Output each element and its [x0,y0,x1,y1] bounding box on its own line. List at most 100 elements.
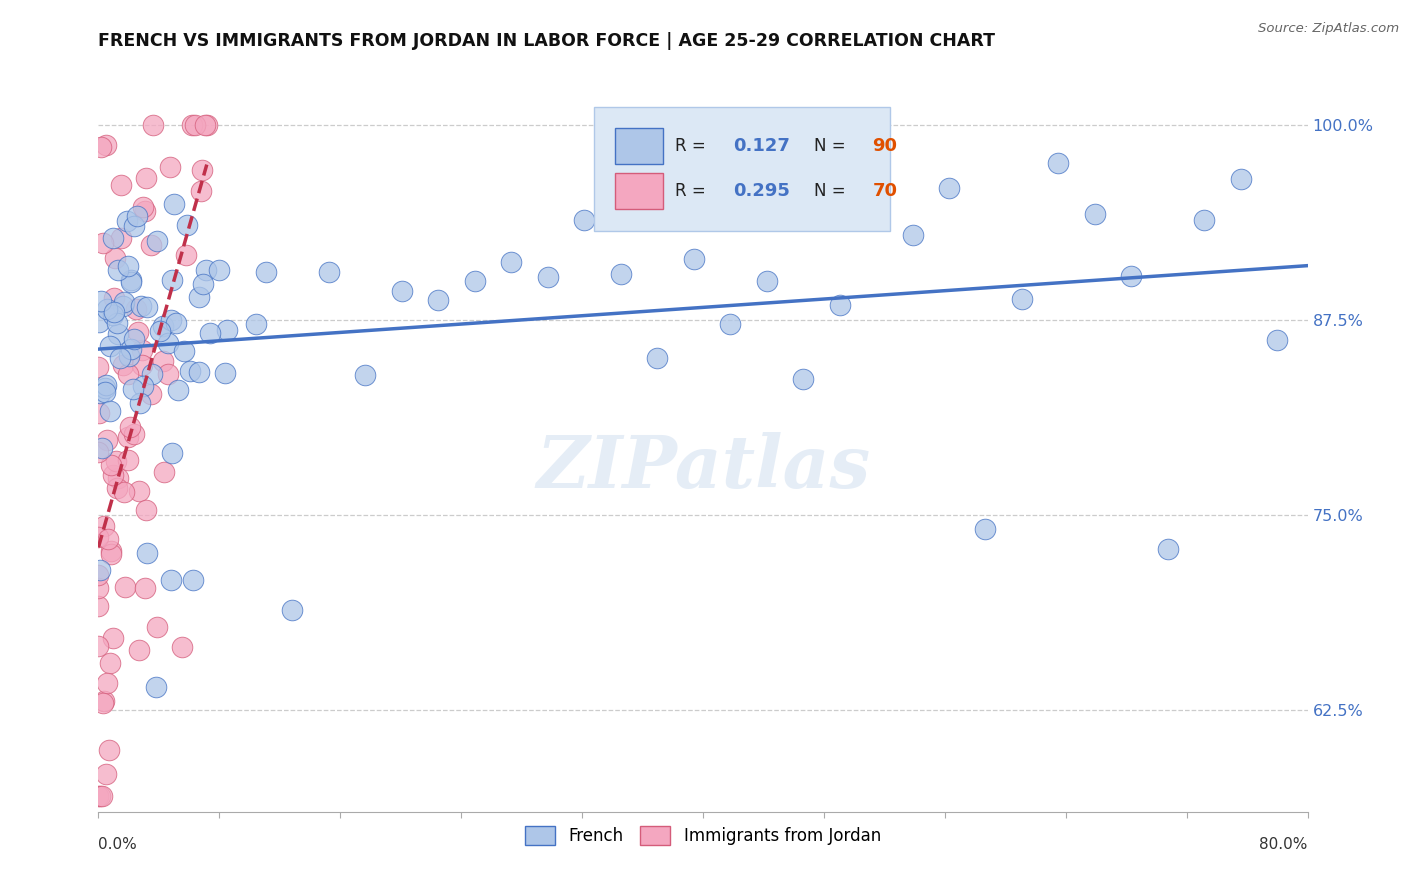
Point [609,268,631,282]
Point [122,426,145,441]
Point [214,366,236,380]
Point [117,430,139,444]
Point [96,301,118,316]
Point [139,238,162,252]
Text: 80.0%: 80.0% [1260,837,1308,852]
Point [1267,333,1289,347]
Point [132,200,155,214]
Point [87,567,110,582]
Point [87,445,110,459]
Point [104,252,127,266]
Point [1011,292,1033,306]
Point [184,118,207,132]
Point [166,317,188,331]
Point [89,386,111,401]
Point [176,219,198,233]
Point [90,140,112,154]
Point [938,181,960,195]
Point [89,789,111,804]
Text: 0.127: 0.127 [734,136,790,154]
Point [105,316,128,330]
Point [87,315,110,329]
Point [145,680,167,694]
Point [174,248,197,262]
Point [120,342,142,356]
Point [96,138,118,153]
Point [755,274,778,288]
Point [181,574,204,588]
Point [134,582,156,596]
Point [87,530,110,544]
Legend: French, Immigrants from Jordan: French, Immigrants from Jordan [519,820,887,852]
Point [194,118,217,132]
Point [974,523,997,537]
Text: 70: 70 [872,182,897,200]
Point [173,344,195,359]
Point [120,273,142,287]
Point [122,219,145,233]
Point [354,368,377,383]
Text: R =: R = [675,136,706,154]
Point [318,265,340,279]
Point [107,326,129,341]
Point [901,227,924,242]
Point [427,293,450,308]
Point [93,385,115,400]
Point [87,581,110,595]
Point [112,358,135,372]
Point [112,299,135,313]
Point [153,465,176,479]
Point [120,275,142,289]
Point [120,419,142,434]
Point [103,291,125,305]
Point [245,317,267,331]
Point [179,363,201,377]
Point [128,643,150,657]
Point [100,547,122,561]
Point [537,270,560,285]
Point [464,274,486,288]
Point [96,434,118,448]
Point [191,277,214,291]
Point [136,546,159,560]
Point [89,563,111,577]
Text: N =: N = [814,136,846,154]
Point [101,468,124,483]
Point [128,483,150,498]
Point [117,452,139,467]
Point [110,231,132,245]
Point [117,367,139,381]
Point [107,262,129,277]
Point [156,336,179,351]
Point [1084,207,1107,221]
Point [112,485,135,500]
Point [1194,213,1216,227]
Point [103,631,125,645]
Point [792,371,814,385]
Point [96,767,118,781]
Point [91,696,114,710]
Point [132,379,155,393]
Point [110,178,132,193]
Point [160,446,183,460]
Point [94,381,117,395]
Text: 90: 90 [872,136,897,154]
Point [163,197,186,211]
Point [645,351,668,366]
Point [105,481,128,495]
Point [208,263,231,277]
Point [100,544,122,558]
Point [190,185,212,199]
Point [135,170,157,185]
Text: R =: R = [675,182,706,200]
Point [87,789,110,804]
Point [188,290,211,304]
Point [170,640,193,654]
Point [101,231,124,245]
Point [141,367,163,381]
Point [142,118,165,132]
Point [198,326,221,340]
Point [1157,541,1180,556]
Point [152,353,174,368]
Point [98,404,121,418]
